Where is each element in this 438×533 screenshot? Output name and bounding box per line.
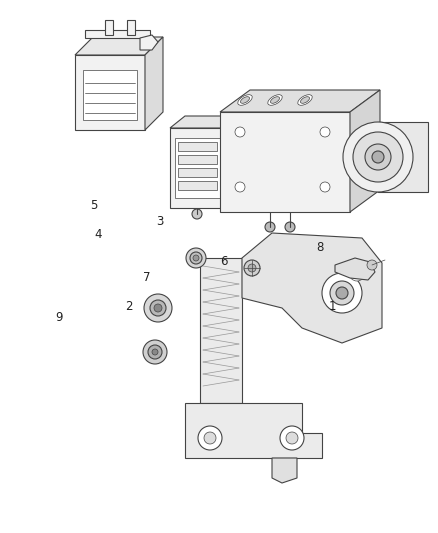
Polygon shape (242, 233, 382, 343)
Polygon shape (220, 90, 380, 112)
Polygon shape (272, 458, 297, 483)
Circle shape (286, 432, 298, 444)
Bar (220, 112, 350, 212)
Text: 7: 7 (143, 271, 151, 284)
Circle shape (148, 345, 162, 359)
Circle shape (362, 131, 374, 143)
Circle shape (349, 265, 365, 281)
Circle shape (353, 132, 403, 182)
Text: 1: 1 (329, 300, 337, 313)
Bar (85, 30, 150, 38)
Bar (200, 258, 242, 403)
Circle shape (330, 281, 354, 305)
Circle shape (244, 260, 260, 276)
Polygon shape (170, 116, 240, 128)
Circle shape (186, 248, 206, 268)
Circle shape (154, 304, 162, 312)
Circle shape (152, 349, 158, 355)
Circle shape (193, 255, 199, 261)
Ellipse shape (298, 95, 312, 106)
Polygon shape (225, 116, 240, 208)
Polygon shape (335, 258, 375, 280)
Circle shape (322, 273, 362, 313)
Bar (178, 155, 217, 164)
Text: 6: 6 (219, 255, 227, 268)
Circle shape (365, 144, 391, 170)
Circle shape (280, 426, 304, 450)
Ellipse shape (240, 96, 250, 103)
Polygon shape (140, 35, 158, 50)
Ellipse shape (268, 95, 282, 106)
Text: 4: 4 (95, 228, 102, 241)
Circle shape (365, 134, 371, 140)
Bar (178, 168, 217, 177)
Bar (75, 55, 145, 130)
Circle shape (144, 294, 172, 322)
Bar (178, 142, 217, 151)
Polygon shape (185, 403, 322, 458)
Circle shape (320, 127, 330, 137)
Bar (178, 181, 217, 190)
Bar (105, 20, 113, 35)
Circle shape (343, 122, 413, 192)
Ellipse shape (300, 96, 310, 103)
Polygon shape (350, 90, 380, 212)
Circle shape (150, 300, 166, 316)
Bar (170, 128, 225, 208)
Text: 2: 2 (125, 300, 133, 313)
Ellipse shape (271, 96, 279, 103)
Ellipse shape (238, 95, 252, 106)
Bar (83, 70, 137, 120)
Circle shape (336, 287, 348, 299)
Circle shape (365, 169, 371, 175)
Text: 9: 9 (55, 311, 63, 324)
Circle shape (198, 426, 222, 450)
Bar (175, 138, 220, 198)
Text: 8: 8 (316, 241, 323, 254)
Circle shape (367, 260, 377, 270)
Circle shape (235, 127, 245, 137)
Polygon shape (145, 37, 163, 130)
Circle shape (248, 264, 256, 272)
Circle shape (372, 151, 384, 163)
Circle shape (265, 222, 275, 232)
Circle shape (320, 182, 330, 192)
Circle shape (204, 432, 216, 444)
Circle shape (192, 209, 202, 219)
Circle shape (362, 166, 374, 178)
Bar (127, 20, 135, 35)
Text: 3: 3 (156, 215, 163, 228)
Polygon shape (378, 122, 428, 192)
Text: 5: 5 (91, 199, 98, 212)
Polygon shape (75, 37, 163, 55)
Circle shape (190, 252, 202, 264)
Circle shape (143, 340, 167, 364)
Circle shape (235, 182, 245, 192)
Circle shape (285, 222, 295, 232)
